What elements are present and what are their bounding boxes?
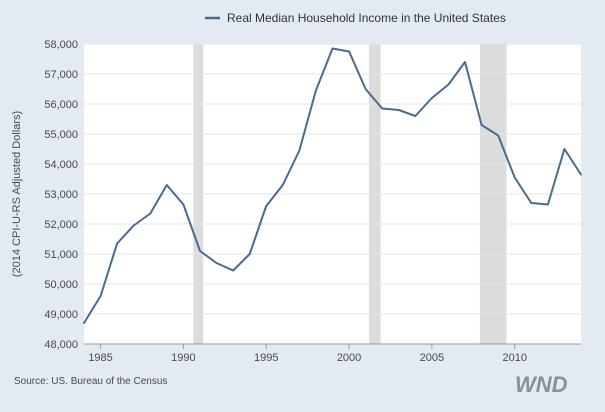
data-point xyxy=(480,124,483,126)
x-tick-label: 1995 xyxy=(254,352,278,364)
data-point xyxy=(199,250,201,252)
y-tick-label: 56,000 xyxy=(44,99,78,111)
y-tick-label: 51,000 xyxy=(44,249,78,261)
data-point xyxy=(431,97,433,99)
y-tick-label: 48,000 xyxy=(44,339,78,351)
y-axis-title: (2014 CPI-U-RS Adjusted Dollars) xyxy=(11,111,23,277)
y-tick-label: 57,000 xyxy=(44,69,78,81)
data-point xyxy=(348,50,350,53)
data-point xyxy=(116,242,118,245)
y-tick-label: 52,000 xyxy=(44,219,78,231)
y-axis: 48,000 49,000 50,000 51,000 52,000 53,000 54,0… xyxy=(44,39,78,351)
data-point xyxy=(547,203,549,206)
data-point xyxy=(315,89,317,92)
data-point xyxy=(282,184,284,186)
data-point xyxy=(464,61,466,63)
y-tick-label: 53,000 xyxy=(44,189,78,201)
series-layer xyxy=(83,47,582,324)
data-point xyxy=(99,295,102,297)
wnd-logo: WND xyxy=(515,372,568,397)
data-point xyxy=(182,203,185,206)
x-tick-label: 1985 xyxy=(88,352,112,364)
data-point xyxy=(530,202,533,204)
data-point xyxy=(497,134,499,137)
gridlines xyxy=(84,43,581,345)
data-point xyxy=(563,148,566,150)
data-point xyxy=(265,205,268,207)
data-point xyxy=(364,88,367,90)
data-point xyxy=(331,47,334,50)
x-tick-label: 2000 xyxy=(337,352,361,364)
data-point xyxy=(83,322,85,324)
x-tick-label: 2010 xyxy=(502,352,526,364)
y-tick-label: 49,000 xyxy=(44,309,78,321)
x-tick-label: 1990 xyxy=(171,352,195,364)
data-point xyxy=(149,212,152,215)
y-tick-label: 58,000 xyxy=(44,39,78,51)
y-tick-label: 55,000 xyxy=(44,129,78,141)
data-point xyxy=(298,149,301,152)
data-point xyxy=(166,184,168,186)
data-point xyxy=(397,109,400,111)
data-point xyxy=(232,269,234,272)
x-axis: 1985 1990 1995 2000 2005 2010 xyxy=(84,343,581,364)
legend: Real Median Household Income in the Unit… xyxy=(205,11,506,25)
data-point xyxy=(215,262,218,264)
x-tick-label: 2005 xyxy=(420,352,444,364)
legend-label: Real Median Household Income in the Unit… xyxy=(227,11,506,25)
data-point xyxy=(248,253,251,255)
data-point xyxy=(381,107,384,110)
y-tick-label: 50,000 xyxy=(44,279,78,291)
source-note: Source: US. Bureau of the Census xyxy=(14,376,167,387)
data-point xyxy=(132,224,135,227)
data-point xyxy=(513,176,516,179)
y-tick-label: 54,000 xyxy=(44,159,78,171)
data-point xyxy=(447,83,450,86)
data-point xyxy=(414,115,417,117)
data-point xyxy=(580,173,582,176)
